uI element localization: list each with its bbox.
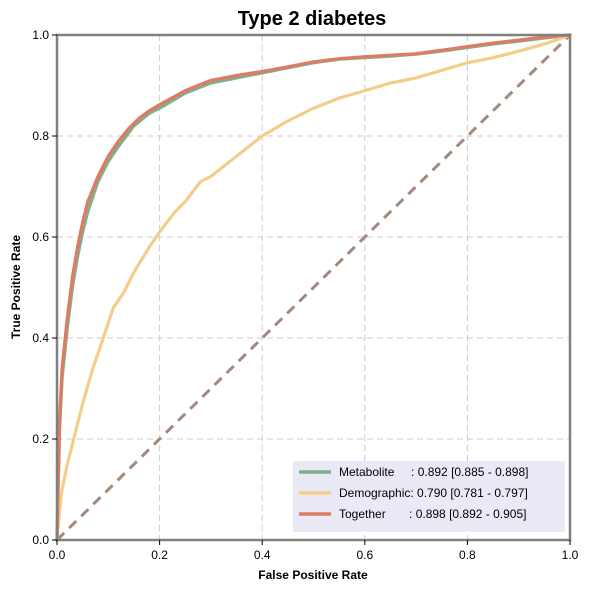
legend-label-demographic: Demographic: 0.790 [0.781 - 0.797] xyxy=(339,486,528,500)
series-line-together xyxy=(55,33,572,542)
legend-background xyxy=(293,461,565,532)
x-axis-ticks: 0.0 0.2 0.4 0.6 0.8 1.0 xyxy=(49,540,579,562)
y-tick-label: 1.0 xyxy=(32,28,49,42)
chart-title: Type 2 diabetes xyxy=(238,8,387,30)
x-tick-label: 1.0 xyxy=(562,548,579,562)
x-tick-label: 0.2 xyxy=(151,548,168,562)
y-tick-label: 0.8 xyxy=(32,129,49,143)
x-axis-label: False Positive Rate xyxy=(258,568,368,582)
y-tick-label: 0.0 xyxy=(32,533,49,547)
y-tick-label: 0.6 xyxy=(32,230,49,244)
grid-lines xyxy=(57,35,570,540)
reference-line-group xyxy=(55,33,572,542)
y-axis-label: True Positive Rate xyxy=(9,235,23,339)
y-axis-ticks: 0.0 0.2 0.4 0.6 0.8 1.0 xyxy=(32,28,57,547)
y-tick-label: 0.2 xyxy=(32,432,49,446)
x-tick-label: 0.0 xyxy=(49,548,66,562)
legend-label-metabolite: Metabolite : 0.892 [0.885 - 0.898] xyxy=(339,465,528,479)
legend-label-together: Together : 0.898 [0.892 - 0.905] xyxy=(339,507,526,521)
reference-diagonal-line xyxy=(55,33,572,542)
y-tick-label: 0.4 xyxy=(32,331,49,345)
legend: Metabolite : 0.892 [0.885 - 0.898] Demogr… xyxy=(293,461,565,532)
series-line-demographic xyxy=(55,33,572,542)
x-tick-label: 0.6 xyxy=(356,548,373,562)
x-tick-label: 0.8 xyxy=(459,548,476,562)
plot-frame xyxy=(55,33,572,542)
series-group xyxy=(55,33,572,542)
x-tick-label: 0.4 xyxy=(254,548,271,562)
